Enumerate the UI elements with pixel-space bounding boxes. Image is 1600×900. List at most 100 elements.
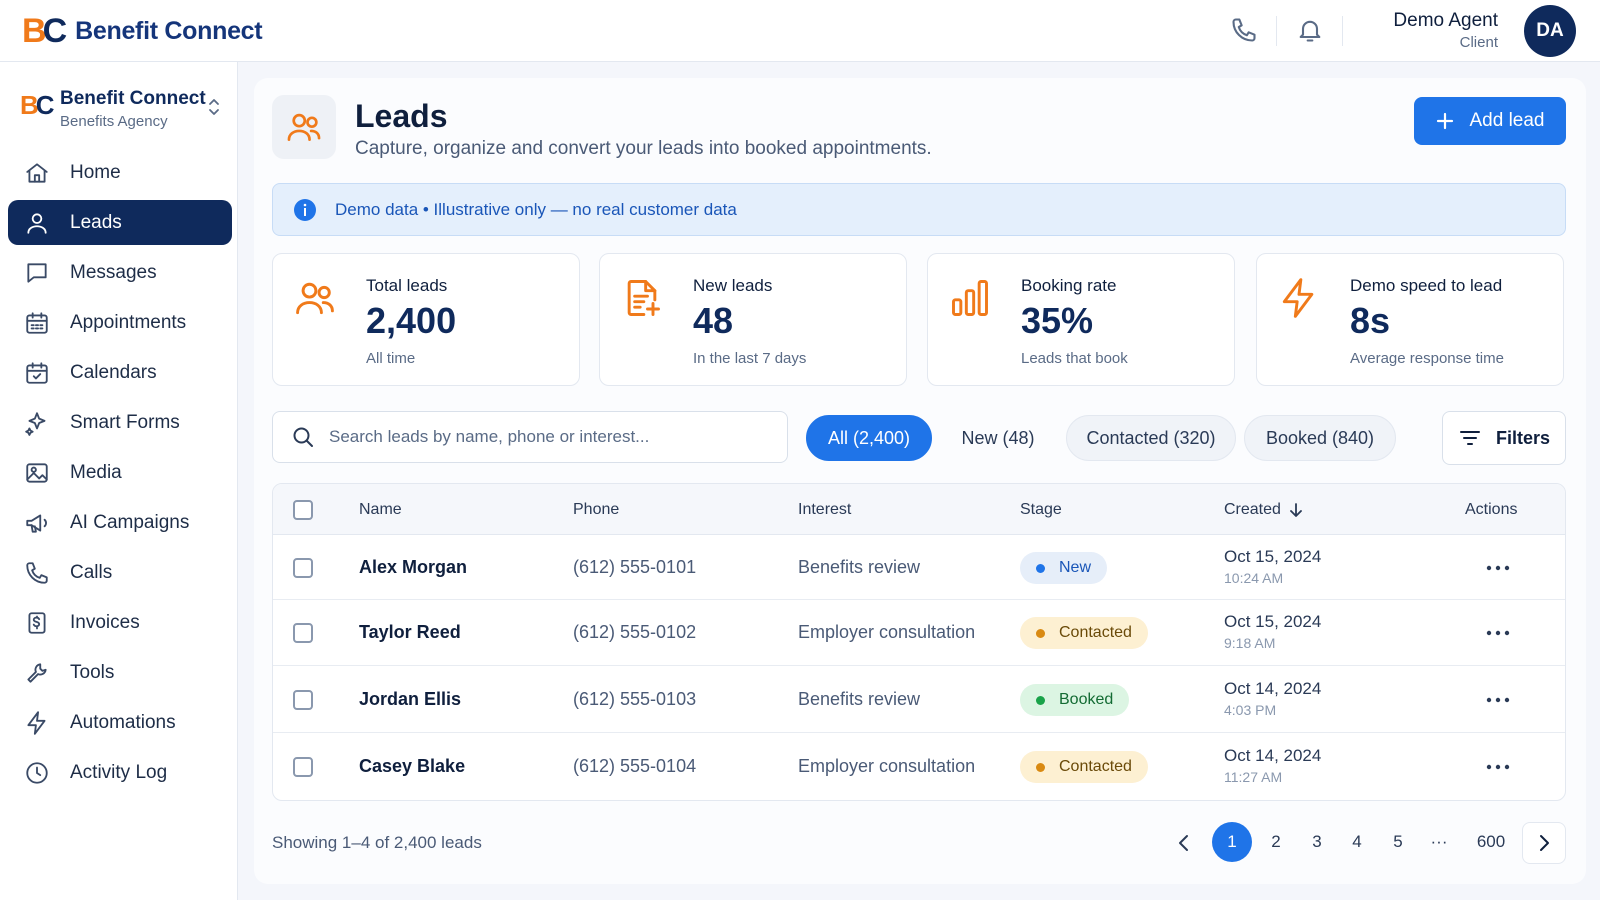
sidebar-item-leads[interactable]: Leads [8,200,232,245]
lead-name[interactable]: Alex Morgan [359,557,468,577]
column-header-interest[interactable]: Interest [798,501,852,518]
sidebar-item-activity-log[interactable]: Activity Log [8,750,232,795]
search-input[interactable]: Search leads by name, phone or interest.… [272,411,788,463]
home-icon [24,160,50,186]
filter-chip-all[interactable]: All (2,400) [806,415,932,461]
org-switcher[interactable]: BC Benefit Connect Benefits Agency [20,86,230,136]
created-time: 11:27 AM [1224,769,1283,785]
created-time: 10:24 AM [1224,570,1284,586]
sidebar-item-label: Calendars [70,361,157,383]
chevron-up-down-icon[interactable] [206,96,222,118]
arrow-down-icon [1290,503,1302,517]
banner-text: Demo data • Illustrative only — no real … [335,199,737,219]
created-date: Oct 14, 2024 [1224,679,1322,698]
stat-card-booking-rate: Booking rate 35% Leads that book [927,253,1235,386]
sidebar-item-smart-forms[interactable]: Smart Forms [8,400,232,445]
sidebar-item-messages[interactable]: Messages [8,250,232,295]
sidebar-item-label: Calls [70,561,113,583]
sidebar-item-automations[interactable]: Automations [8,700,232,745]
bell-icon[interactable] [1296,16,1324,44]
sidebar: BC Benefit Connect Benefits Agency Home … [0,62,238,900]
table-row[interactable]: Taylor Reed (612) 555-0102 Employer consul… [273,600,1565,666]
sidebar-item-appointments[interactable]: Appointments [8,300,232,345]
lead-interest: Employer consultation [798,756,976,776]
info-icon [294,198,316,221]
phone-icon[interactable] [1230,16,1258,44]
stage-badge: Booked [1020,684,1130,716]
divider [1276,16,1277,46]
org-name: Benefit Connect [60,88,206,109]
bar-chart-icon [948,276,992,320]
stat-value: 2,400 [366,300,457,341]
column-header-stage[interactable]: Stage [1020,501,1062,518]
sidebar-item-calendars[interactable]: Calendars [8,350,232,395]
stage-badge: New [1020,552,1108,584]
stage-badge: Contacted [1020,617,1148,649]
page-subtitle: Capture, organize and convert your leads… [355,138,932,159]
row-checkbox[interactable] [293,623,313,643]
filter-icon [1459,431,1480,445]
row-checkbox[interactable] [293,558,313,578]
stat-caption: Leads that book [1021,350,1128,367]
stat-caption: All time [366,350,416,367]
brand[interactable]: BC Benefit Connect [22,12,263,50]
sidebar-item-tools[interactable]: Tools [8,650,232,695]
filters-button[interactable]: Filters [1442,411,1566,465]
add-lead-button[interactable]: Add lead [1414,97,1566,145]
next-page-button[interactable] [1522,822,1566,864]
sidebar-item-home[interactable]: Home [8,150,232,195]
created-date: Oct 14, 2024 [1224,746,1322,765]
select-all-checkbox[interactable] [293,500,313,520]
wrench-icon [24,660,50,686]
sidebar-item-label: Home [70,161,121,183]
sidebar-item-label: Tools [70,661,115,683]
lead-name[interactable]: Taylor Reed [359,622,461,642]
table-row[interactable]: Casey Blake (612) 555-0104 Employer consul… [273,733,1565,800]
table-row[interactable]: Jordan Ellis (612) 555-0103 Benefits revie… [273,666,1565,733]
filter-chip-contacted[interactable]: Contacted (320) [1066,415,1236,461]
calendar-check-icon [24,360,50,386]
row-checkbox[interactable] [293,757,313,777]
page-button-4[interactable]: 4 [1352,832,1362,851]
stage-label: Booked [1059,691,1114,708]
calendar-grid-icon [24,310,50,336]
user-role: Client [1459,34,1498,51]
page-button-600[interactable]: 600 [1476,832,1506,851]
lead-name[interactable]: Casey Blake [359,756,466,776]
more-actions-icon[interactable] [1481,755,1515,779]
lead-phone: (612) 555-0104 [573,756,697,776]
sidebar-item-calls[interactable]: Calls [8,550,232,595]
column-header-phone[interactable]: Phone [573,501,620,518]
stat-value: 35% [1021,300,1094,341]
column-header-name[interactable]: Name [359,501,402,518]
avatar[interactable]: DA [1524,5,1576,57]
sidebar-item-ai-campaigns[interactable]: AI Campaigns [8,500,232,545]
filter-chip-booked[interactable]: Booked (840) [1244,415,1396,461]
table-row[interactable]: Alex Morgan (612) 555-0101 Benefits review… [273,535,1565,600]
lead-phone: (612) 555-0103 [573,689,697,709]
more-actions-icon[interactable] [1481,688,1515,712]
lead-name[interactable]: Jordan Ellis [359,689,462,709]
filter-chip-new[interactable]: New (48) [961,427,1035,448]
document-plus-icon [620,276,664,320]
page-button-3[interactable]: 3 [1312,832,1322,851]
column-header-created[interactable]: Created [1224,501,1303,519]
showing-count: Showing 1–4 of 2,400 leads [272,833,482,852]
search-icon [293,427,313,447]
sidebar-item-invoices[interactable]: Invoices [8,600,232,645]
previous-page-button[interactable] [1164,822,1204,864]
image-icon [24,460,50,486]
stat-value: 48 [693,300,734,341]
sidebar-item-media[interactable]: Media [8,450,232,495]
page-button-2[interactable]: 2 [1271,832,1281,851]
lead-interest: Benefits review [798,689,921,709]
page-button-1[interactable]: 1 [1212,822,1252,862]
row-checkbox[interactable] [293,690,313,710]
brand-logo: BC [22,12,67,50]
user-name[interactable]: Demo Agent [1393,10,1498,31]
invoice-icon [24,610,50,636]
more-actions-icon[interactable] [1481,621,1515,645]
more-actions-icon[interactable] [1481,556,1515,580]
stat-card-new-leads: New leads 48 In the last 7 days [599,253,907,386]
page-button-5[interactable]: 5 [1393,832,1403,851]
